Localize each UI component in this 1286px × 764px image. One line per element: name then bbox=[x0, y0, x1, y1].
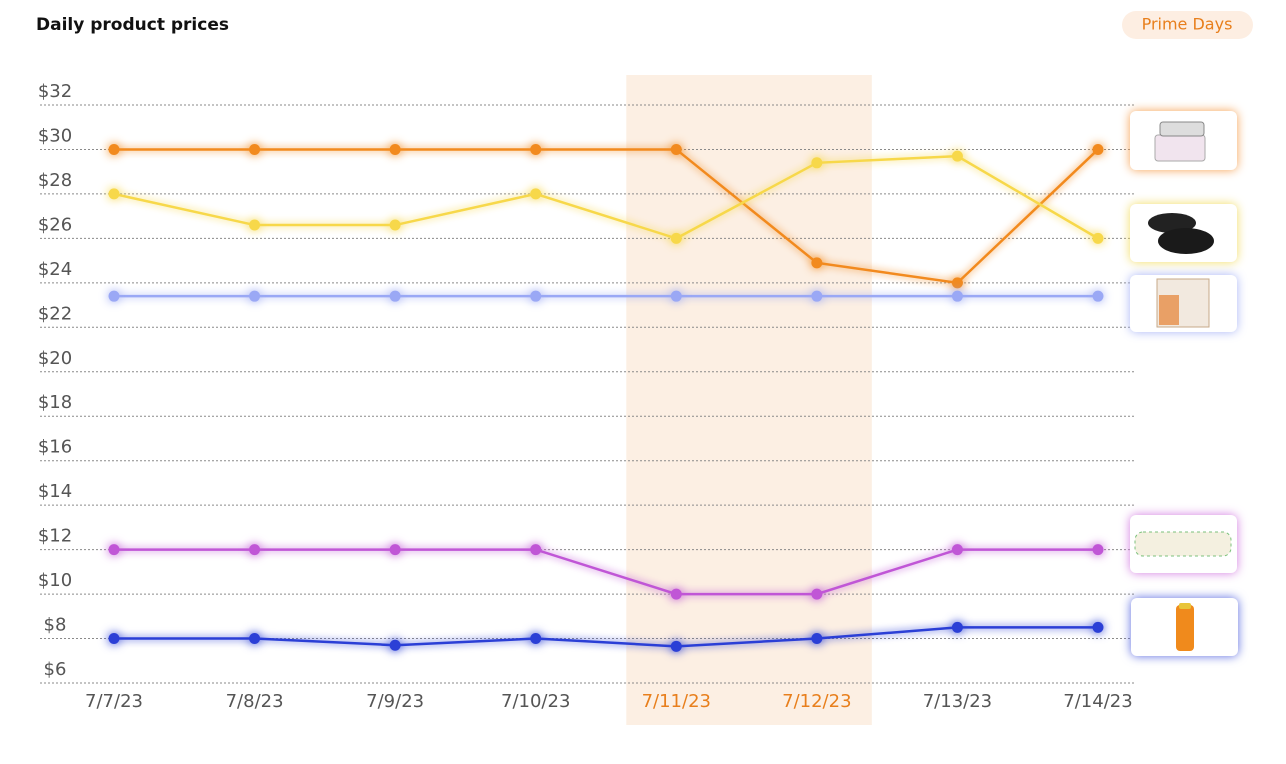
y-tick-label: $20 bbox=[38, 348, 72, 369]
data-point bbox=[1092, 143, 1104, 155]
data-point bbox=[108, 188, 120, 200]
y-tick-label: $22 bbox=[38, 303, 72, 324]
data-point bbox=[951, 621, 963, 633]
y-tick-label: $26 bbox=[38, 214, 72, 235]
y-tick-label: $12 bbox=[38, 526, 72, 547]
data-point bbox=[1092, 290, 1104, 302]
x-tick-label: 7/9/23 bbox=[366, 691, 424, 712]
thumb-bracelets bbox=[1130, 515, 1237, 573]
data-point bbox=[249, 290, 261, 302]
data-point bbox=[249, 219, 261, 231]
data-point bbox=[670, 640, 682, 652]
series-line bbox=[114, 626, 1098, 648]
thumb-chopper bbox=[1130, 111, 1237, 170]
data-point bbox=[811, 290, 823, 302]
data-point bbox=[530, 633, 542, 645]
y-tick-label: $10 bbox=[38, 570, 72, 591]
data-point bbox=[389, 219, 401, 231]
data-point bbox=[249, 544, 261, 556]
data-point bbox=[389, 143, 401, 155]
y-tick-label: $24 bbox=[38, 259, 72, 280]
data-point bbox=[811, 633, 823, 645]
data-point bbox=[108, 544, 120, 556]
thumb-catfood bbox=[1130, 275, 1237, 332]
data-point bbox=[951, 290, 963, 302]
series-line bbox=[114, 548, 1098, 596]
data-point bbox=[249, 143, 261, 155]
data-point bbox=[811, 588, 823, 600]
data-point bbox=[951, 150, 963, 162]
prime-days-label: Prime Days bbox=[1142, 15, 1233, 34]
prime-days-badge bbox=[1122, 11, 1253, 39]
x-tick-label: 7/11/23 bbox=[642, 691, 711, 712]
series-line bbox=[113, 154, 1099, 240]
x-tick-label: 7/14/23 bbox=[1063, 691, 1132, 712]
y-tick-label: $14 bbox=[38, 481, 72, 502]
data-point bbox=[389, 544, 401, 556]
x-tick-label: 7/7/23 bbox=[85, 691, 143, 712]
data-point bbox=[811, 257, 823, 269]
chart-title: Daily product prices bbox=[36, 15, 229, 35]
data-point bbox=[951, 544, 963, 556]
x-tick-label: 7/10/23 bbox=[501, 691, 570, 712]
x-tick-label: 7/13/23 bbox=[923, 691, 992, 712]
data-point bbox=[530, 290, 542, 302]
data-point bbox=[108, 290, 120, 302]
y-tick-label: $30 bbox=[38, 125, 72, 146]
y-tick-label: $18 bbox=[38, 392, 72, 413]
y-tick-label: $16 bbox=[38, 437, 72, 458]
data-point bbox=[670, 143, 682, 155]
background-layer bbox=[40, 75, 1135, 725]
data-point bbox=[530, 143, 542, 155]
data-point bbox=[389, 290, 401, 302]
thumb-clogs bbox=[1130, 204, 1237, 262]
data-point bbox=[951, 277, 963, 289]
data-point bbox=[530, 188, 542, 200]
data-point bbox=[1092, 232, 1104, 244]
y-tick-label: $32 bbox=[38, 81, 72, 102]
y-tick-label: $28 bbox=[38, 170, 72, 191]
data-point bbox=[108, 633, 120, 645]
data-point bbox=[670, 588, 682, 600]
x-tick-label: 7/12/23 bbox=[782, 691, 851, 712]
data-point bbox=[108, 143, 120, 155]
series-line bbox=[114, 148, 1099, 285]
y-tick-label: $8 bbox=[44, 615, 67, 636]
data-point bbox=[1092, 621, 1104, 633]
data-point bbox=[670, 232, 682, 244]
data-point bbox=[811, 157, 823, 169]
data-point bbox=[389, 639, 401, 651]
data-point bbox=[249, 633, 261, 645]
highlight-band bbox=[626, 75, 872, 725]
y-tick-label: $6 bbox=[44, 659, 67, 680]
thumb-sunscreen bbox=[1131, 598, 1238, 656]
product-thumbnails bbox=[1130, 111, 1238, 656]
data-point bbox=[1092, 544, 1104, 556]
data-point bbox=[670, 290, 682, 302]
x-tick-label: 7/8/23 bbox=[226, 691, 284, 712]
data-point bbox=[530, 544, 542, 556]
